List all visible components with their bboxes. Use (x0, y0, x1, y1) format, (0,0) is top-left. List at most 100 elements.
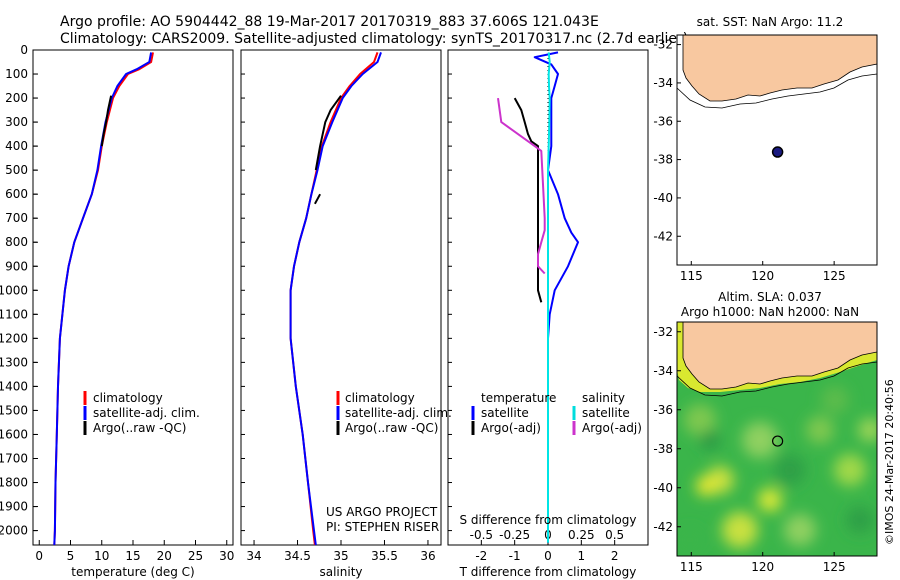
sla-anomaly-blob (684, 404, 716, 436)
sla-map-land (682, 322, 877, 390)
depth-tick-label: 200 (5, 91, 28, 105)
x-tick-label: 36 (420, 549, 435, 563)
temperature-panel-frame (32, 49, 234, 546)
difference-xlabel: T difference from climatology (459, 565, 637, 579)
sla-map (677, 322, 877, 556)
map-y-tick-label: -38 (653, 153, 673, 167)
series-line-1 (53, 52, 153, 546)
x-tick-label: 2 (611, 549, 619, 563)
sla-anomaly-blob (806, 416, 834, 444)
x-tick-label: 30 (219, 549, 234, 563)
depth-tick-label: 1600 (0, 427, 28, 441)
secondary-x-tick-label: 0.5 (605, 528, 624, 542)
sla-anomaly-blob (758, 488, 782, 512)
map-x-tick-label: 120 (751, 269, 774, 283)
sla-anomaly-blob (700, 430, 720, 450)
depth-tick-label: 400 (5, 139, 28, 153)
sla-anomaly-blob (722, 512, 758, 548)
map-y-tick-label: -36 (653, 403, 673, 417)
pi-annotation: PI: STEPHEN RISER (326, 520, 439, 534)
map-y-tick-label: -34 (653, 76, 673, 90)
series-line-3 (497, 97, 546, 275)
legend-label-satellite: satellite-adj. clim. (93, 406, 200, 420)
x-tick-label: 5 (67, 549, 75, 563)
depth-tick-label: 1300 (0, 355, 28, 369)
x-tick-label: 34.5 (284, 549, 311, 563)
sst-map-title: sat. SST: NaN Argo: 11.2 (697, 15, 844, 29)
depth-tick-label: 1900 (0, 500, 28, 514)
salinity-panel-frame (240, 49, 442, 546)
x-tick-label: 20 (157, 549, 172, 563)
sla-map-axes: 115 120 125 -32 -34 -36 -38 -40 -42 (653, 325, 845, 574)
depth-tick-label: 1000 (0, 283, 28, 297)
sla-float-marker (772, 435, 784, 447)
sla-map-title-line1: Altim. SLA: 0.037 (718, 290, 822, 304)
depth-tick-label: 1400 (0, 379, 28, 393)
x-tick-label: 10 (94, 549, 109, 563)
legend-label-satellite: satellite-adj. clim. (345, 406, 452, 420)
depth-tick-label: 0 (20, 43, 28, 57)
sla-map-frame (676, 321, 878, 557)
x-tick-label: 15 (125, 549, 140, 563)
map-y-tick-label: -40 (653, 191, 673, 205)
legend-label-argo: Argo(..raw -QC) (93, 421, 186, 435)
map-x-tick-label: 115 (680, 269, 703, 283)
depth-tick-label: 1800 (0, 476, 28, 490)
sla-anomaly-blob (784, 514, 816, 546)
temperature-plot: 0 5 10 15 20 25 30 (33, 49, 234, 563)
legend-label-climatology: climatology (93, 391, 163, 405)
depth-tick-label: 500 (5, 163, 28, 177)
salinity-legend: climatology satellite-adj. clim. Argo(..… (326, 391, 452, 534)
x-tick-label: -1 (509, 549, 521, 563)
series-line-2 (100, 95, 113, 147)
secondary-x-tick-label: -0.25 (499, 528, 530, 542)
sla-anomaly-blob (834, 454, 866, 486)
map-x-tick-label: 125 (823, 269, 846, 283)
sst-float-marker (771, 146, 784, 158)
depth-tick-label: 300 (5, 115, 28, 129)
temperature-legend: climatology satellite-adj. clim. Argo(..… (83, 391, 200, 435)
depth-tick-label: 100 (5, 67, 28, 81)
depth-tick-label: 1500 (0, 403, 28, 417)
x-tick-label: 35 (333, 549, 348, 563)
imos-watermark: ©IMOS 24-Mar-2017 20:40:56 (883, 379, 896, 545)
depth-tick-label: 2000 (0, 524, 28, 538)
legend-label-sal-argo: Argo(-adj) (582, 421, 642, 435)
difference-legend: temperature salinity satellite Argo(-adj… (471, 391, 642, 435)
sla-anomaly-blob (858, 418, 877, 442)
legend-label-argo: Argo(..raw -QC) (345, 421, 438, 435)
map-y-tick-label: -42 (653, 229, 673, 243)
sla-map-title-line2: Argo h1000: NaN h2000: NaN (681, 305, 859, 319)
map-x-tick-label: 125 (823, 560, 846, 574)
secondary-x-tick-label: -0.5 (470, 528, 493, 542)
legend-label-climatology: climatology (345, 391, 415, 405)
x-tick-label: 25 (188, 549, 203, 563)
series-line-1 (289, 52, 382, 546)
depth-tick-label: 800 (5, 235, 28, 249)
legend-label-temp-argo: Argo(-adj) (481, 421, 541, 435)
map-y-tick-label: -40 (653, 481, 673, 495)
legend-title-temperature: temperature (481, 391, 556, 405)
figure-title-line2: Climatology: CARS2009. Satellite-adjuste… (60, 31, 688, 47)
x-tick-label: -2 (475, 549, 487, 563)
series-line-2 (314, 95, 342, 171)
sst-map-land (682, 34, 878, 102)
depth-axis: 0 100 200 300 400 500 600 700 800 900 1000 1100 1200… (0, 43, 38, 538)
sla-anomaly-blob (774, 454, 806, 486)
salinity-plot: 34 34.5 35 35.5 36 (241, 49, 436, 563)
sla-anomaly-blob (742, 422, 778, 458)
map-y-tick-label: -32 (653, 325, 673, 339)
sla-map-anomaly-field (678, 386, 877, 552)
map-x-tick-label: 120 (751, 560, 774, 574)
legend-title-salinity: salinity (582, 391, 625, 405)
project-annotation: US ARGO PROJECT (326, 505, 438, 519)
x-tick-label: 1 (578, 549, 586, 563)
legend-label-temp-satellite: satellite (481, 406, 529, 420)
sst-map-contour (676, 73, 878, 109)
salinity-xlabel: salinity (319, 565, 362, 579)
sla-anomaly-blob (678, 528, 702, 552)
sla-anomaly-blob (846, 506, 874, 534)
sst-map-frame (676, 34, 878, 266)
